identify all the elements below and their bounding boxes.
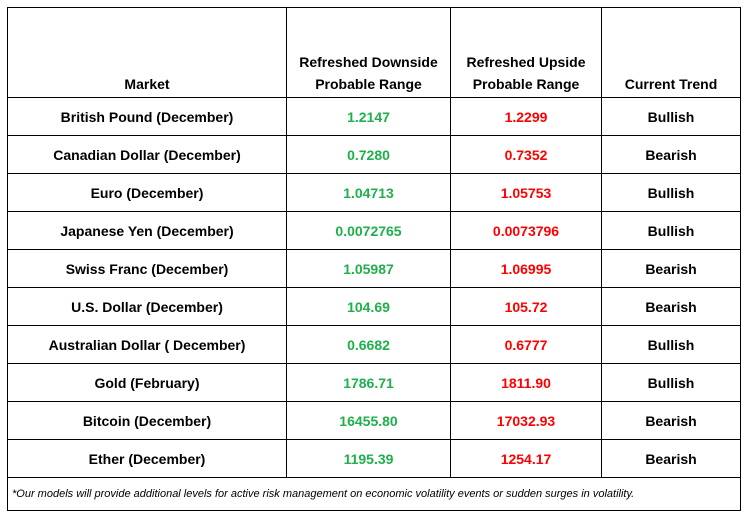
table-row: Ether (December) 1195.39 1254.17 Bearish xyxy=(7,439,741,478)
upside-cell: 0.6777 xyxy=(450,325,602,364)
table-body: British Pound (December) 1.2147 1.2299 Bull… xyxy=(7,97,741,478)
trend-cell: Bullish xyxy=(601,325,741,364)
downside-cell: 1.05987 xyxy=(286,249,451,288)
market-cell: Swiss Franc (December) xyxy=(7,249,287,288)
table-row: Swiss Franc (December) 1.05987 1.06995 Bear… xyxy=(7,249,741,288)
trend-cell: Bearish xyxy=(601,287,741,326)
header-row: Market Refreshed Downside Probable Range… xyxy=(7,7,741,98)
market-cell: U.S. Dollar (December) xyxy=(7,287,287,326)
market-cell: Canadian Dollar (December) xyxy=(7,135,287,174)
header-downside: Refreshed Downside Probable Range xyxy=(286,7,451,98)
downside-cell: 0.6682 xyxy=(286,325,451,364)
trend-cell: Bearish xyxy=(601,401,741,440)
trend-cell: Bearish xyxy=(601,135,741,174)
upside-cell: 1.06995 xyxy=(450,249,602,288)
trend-cell: Bearish xyxy=(601,439,741,478)
table-row: Canadian Dollar (December) 0.7280 0.7352 Be… xyxy=(7,135,741,174)
upside-cell: 1.05753 xyxy=(450,173,602,212)
downside-cell: 1.04713 xyxy=(286,173,451,212)
upside-cell: 17032.93 xyxy=(450,401,602,440)
table-row: Australian Dollar ( December) 0.6682 0.677… xyxy=(7,325,741,364)
downside-cell: 16455.80 xyxy=(286,401,451,440)
probable-range-table: Market Refreshed Downside Probable Range… xyxy=(7,7,741,511)
table-row: British Pound (December) 1.2147 1.2299 Bull… xyxy=(7,97,741,136)
header-trend: Current Trend xyxy=(601,7,741,98)
table-row: Japanese Yen (December) 0.0072765 0.007379… xyxy=(7,211,741,250)
downside-cell: 1195.39 xyxy=(286,439,451,478)
downside-cell: 0.0072765 xyxy=(286,211,451,250)
footnote-row: *Our models will provide additional leve… xyxy=(7,477,741,511)
table-row: Euro (December) 1.04713 1.05753 Bullish xyxy=(7,173,741,212)
trend-cell: Bullish xyxy=(601,363,741,402)
table-row: Bitcoin (December) 16455.80 17032.93 Bearis… xyxy=(7,401,741,440)
upside-cell: 105.72 xyxy=(450,287,602,326)
upside-cell: 1254.17 xyxy=(450,439,602,478)
downside-cell: 104.69 xyxy=(286,287,451,326)
table-row: U.S. Dollar (December) 104.69 105.72 Bearis… xyxy=(7,287,741,326)
header-market: Market xyxy=(7,7,287,98)
footnote: *Our models will provide additional leve… xyxy=(7,477,741,511)
downside-cell: 0.7280 xyxy=(286,135,451,174)
market-cell: British Pound (December) xyxy=(7,97,287,136)
header-upside: Refreshed Upside Probable Range xyxy=(450,7,602,98)
downside-cell: 1.2147 xyxy=(286,97,451,136)
upside-cell: 1811.90 xyxy=(450,363,602,402)
probable-range-table-frame: Market Refreshed Downside Probable Range… xyxy=(7,7,741,517)
upside-cell: 0.7352 xyxy=(450,135,602,174)
trend-cell: Bullish xyxy=(601,211,741,250)
market-cell: Japanese Yen (December) xyxy=(7,211,287,250)
trend-cell: Bearish xyxy=(601,249,741,288)
trend-cell: Bullish xyxy=(601,173,741,212)
market-cell: Gold (February) xyxy=(7,363,287,402)
market-cell: Bitcoin (December) xyxy=(7,401,287,440)
downside-cell: 1786.71 xyxy=(286,363,451,402)
market-cell: Australian Dollar ( December) xyxy=(7,325,287,364)
market-cell: Ether (December) xyxy=(7,439,287,478)
market-cell: Euro (December) xyxy=(7,173,287,212)
upside-cell: 0.0073796 xyxy=(450,211,602,250)
trend-cell: Bullish xyxy=(601,97,741,136)
table-row: Gold (February) 1786.71 1811.90 Bullish xyxy=(7,363,741,402)
upside-cell: 1.2299 xyxy=(450,97,602,136)
